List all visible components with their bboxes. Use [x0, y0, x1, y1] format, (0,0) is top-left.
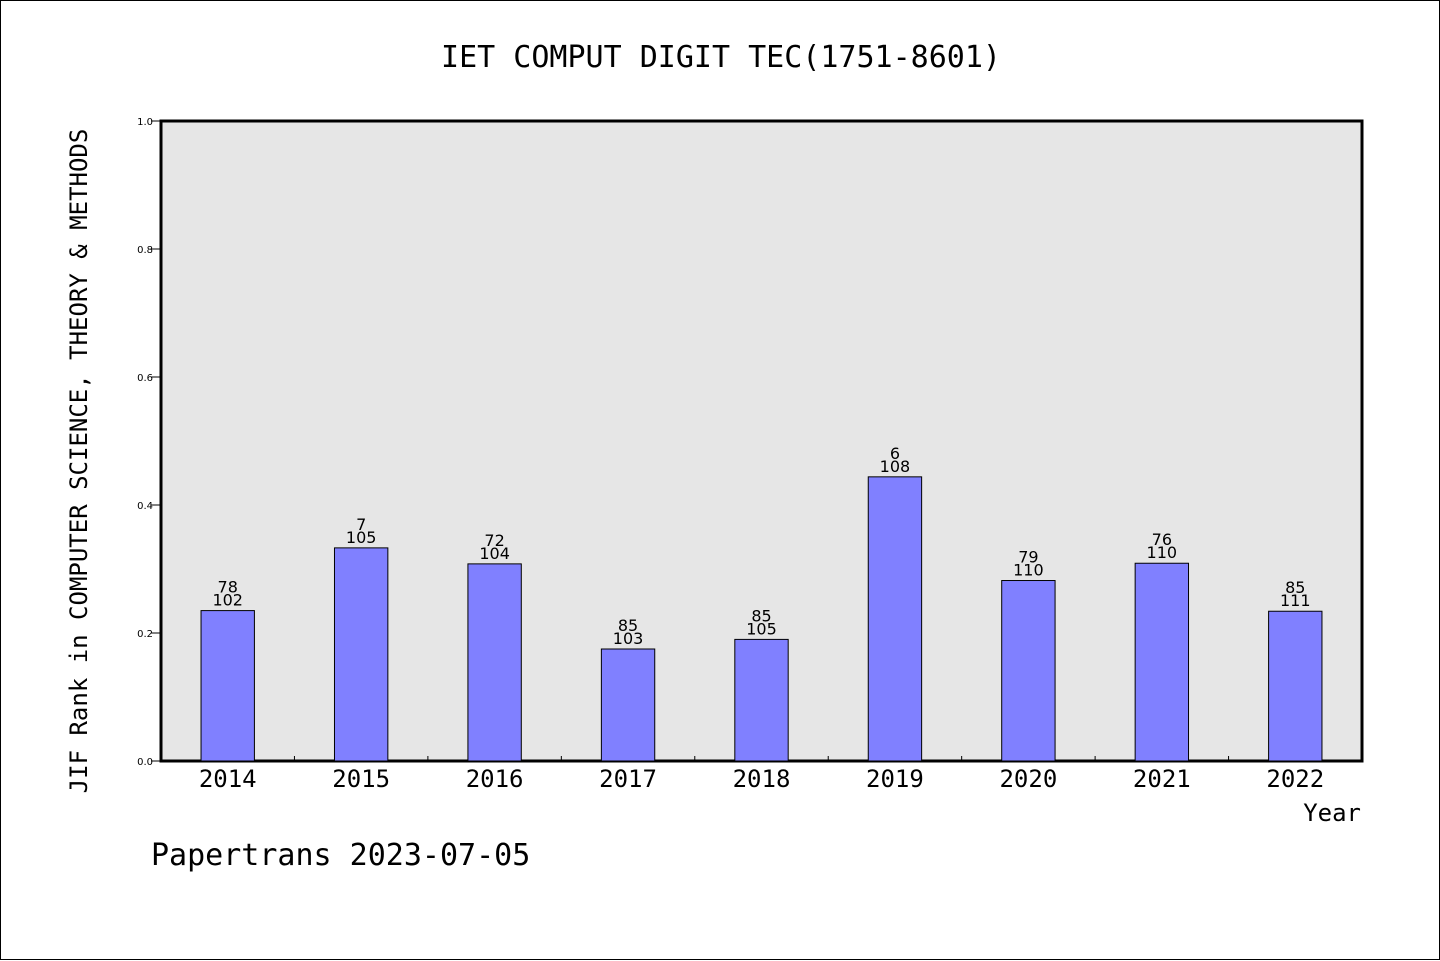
bar-rank-label: 85	[618, 616, 638, 635]
bar-rank-label: 85	[751, 606, 771, 625]
x-tick-label: 2018	[733, 765, 791, 793]
x-tick-label: 2019	[866, 765, 924, 793]
bar-total-label: 105	[746, 619, 777, 638]
y-axis-label: JIF Rank in COMPUTER SCIENCE, THEORY & M…	[65, 129, 93, 794]
x-tick-label: 2017	[599, 765, 657, 793]
y-axis: 0.0 0.2 0.4 0.6 0.8 1.0	[137, 117, 161, 768]
bar-2016	[467, 563, 522, 762]
bar-total-label: 104	[479, 544, 510, 563]
x-axis-label: Year	[1303, 799, 1361, 827]
bar-total-label: 111	[1280, 591, 1311, 610]
bar-2017	[600, 648, 656, 762]
bar-rank-label: 78	[218, 578, 238, 597]
bar-2022	[1268, 610, 1323, 762]
bar-2018	[734, 638, 789, 762]
x-tick-label: 2020	[999, 765, 1057, 793]
bar-rank-label: 6	[890, 444, 900, 463]
x-tick-label: 2022	[1266, 765, 1324, 793]
bar-2015	[333, 547, 389, 762]
y-tick-label: 0.6	[137, 373, 153, 384]
bar-total-label: 110	[1147, 543, 1178, 562]
bar-2020	[1001, 580, 1056, 762]
bar-rank-label: 76	[1152, 530, 1172, 549]
footer-credit: Papertrans 2023-07-05	[151, 838, 530, 873]
bar-total-label: 105	[346, 528, 377, 547]
bar-total-label: 103	[613, 629, 644, 648]
y-tick-label: 0.0	[137, 757, 153, 768]
x-tick-label: 2021	[1133, 765, 1191, 793]
bar-rank-label: 79	[1018, 548, 1038, 567]
bar-2014	[200, 610, 255, 762]
bar-total-label: 102	[212, 591, 243, 610]
y-tick-label: 0.8	[137, 245, 153, 256]
bar-rank-label: 72	[484, 531, 504, 550]
chart-title: IET COMPUT DIGIT TEC(1751-8601)	[441, 40, 1001, 75]
x-tick-label: 2014	[199, 765, 257, 793]
bar-2019	[867, 476, 923, 762]
x-axis: 2014 2015 2016 2017 2018 2019 2020 2021 2022	[199, 756, 1324, 793]
y-tick-label: 0.2	[137, 629, 153, 640]
y-tick-label: 0.4	[137, 501, 153, 512]
bar-rank-label: 7	[356, 515, 366, 534]
y-tick-label: 1.0	[137, 117, 153, 128]
bar-total-label: 108	[880, 457, 911, 476]
bar-2021	[1134, 562, 1190, 762]
bar-total-label: 110	[1013, 561, 1044, 580]
x-tick-label: 2016	[466, 765, 524, 793]
bar-rank-label: 85	[1285, 578, 1305, 597]
x-tick-label: 2015	[332, 765, 390, 793]
